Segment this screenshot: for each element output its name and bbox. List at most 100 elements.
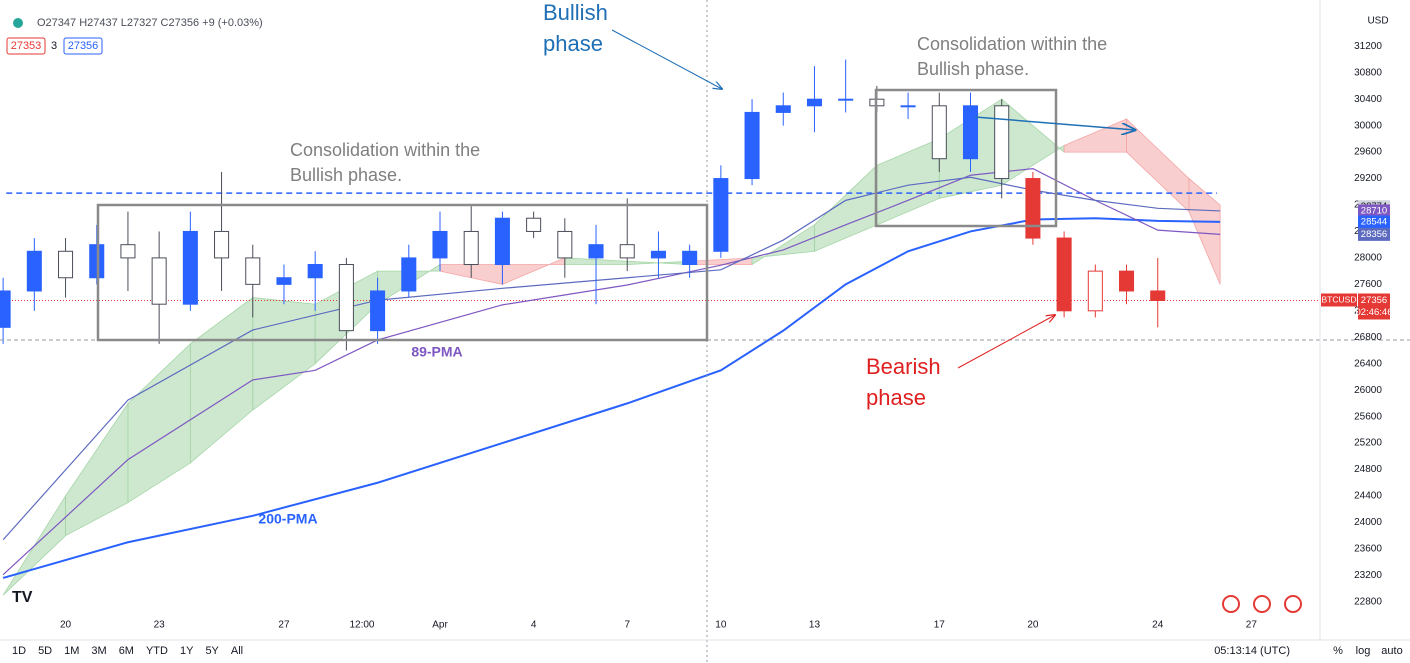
x-tick-label: 4 (531, 620, 537, 631)
cloud (127, 342, 191, 504)
bid[interactable]: 27353 (11, 40, 42, 52)
ask[interactable]: 27356 (68, 40, 99, 52)
candle-body (120, 244, 136, 259)
y-tick-label: 23600 (1354, 544, 1382, 555)
candle-body (619, 244, 635, 259)
log[interactable]: log (1356, 645, 1371, 657)
consolidation-box (874, 88, 1058, 228)
price-tag-label: 28710 (1361, 205, 1387, 216)
x-tick-label: 24 (1152, 620, 1164, 631)
candle-body (1150, 290, 1166, 301)
y-tick-label: 28000 (1354, 253, 1382, 264)
cloud (1063, 118, 1127, 153)
candle-body (1087, 270, 1103, 312)
candle-body (370, 290, 386, 332)
y-tick-label: 26400 (1354, 358, 1382, 369)
x-tick-label: 23 (154, 620, 166, 631)
ask-box[interactable] (63, 37, 103, 55)
y-tick-label: 24400 (1354, 491, 1382, 502)
y-tick-label: 25200 (1354, 438, 1382, 449)
ma-label: 89-PMA (411, 344, 462, 360)
x-tick-label: 27 (278, 620, 290, 631)
range-button[interactable]: 1Y (180, 645, 194, 657)
candle-body (806, 98, 822, 107)
candle-body (713, 178, 729, 252)
candle-body (650, 250, 666, 259)
y-tick-label: 25600 (1354, 411, 1382, 422)
ma-label: 200-PMA (258, 511, 317, 527)
price-tag (1358, 215, 1390, 229)
candle-body (401, 257, 417, 292)
candle-body (58, 250, 74, 279)
candle-body (682, 250, 698, 266)
price-tag (1358, 204, 1390, 218)
x-tick-label: 20 (60, 620, 72, 631)
flags (1222, 595, 1302, 613)
range-button[interactable]: 5Y (205, 645, 219, 657)
symbol-tag (1321, 293, 1357, 307)
ma-line (2, 217, 1221, 579)
range-button[interactable]: 5D (38, 645, 52, 657)
y-tick-label: 29200 (1354, 173, 1382, 184)
logo: TV (12, 589, 33, 606)
x-tick-label: 27 (1246, 620, 1258, 631)
y-tick-label: 29600 (1354, 147, 1382, 158)
ma-line (2, 168, 1221, 576)
consolidation-box (96, 203, 709, 342)
arrow (957, 315, 1055, 369)
cloud (751, 224, 815, 266)
auto[interactable]: auto (1381, 645, 1402, 657)
candle-body (182, 230, 198, 305)
candle-body (1025, 178, 1041, 239)
cloud (1126, 118, 1190, 213)
range-button[interactable]: 6M (119, 645, 134, 657)
candle-body (962, 105, 979, 160)
y-tick-label: 22800 (1354, 596, 1382, 607)
x-tick-label: Apr (432, 620, 448, 631)
percent[interactable]: % (1333, 645, 1343, 657)
y-tick-label: 23200 (1354, 570, 1382, 581)
ma-line (2, 176, 1221, 541)
candle-body (557, 230, 573, 259)
bid-box[interactable] (6, 37, 46, 55)
x-tick-label: 17 (934, 620, 946, 631)
cloud (252, 297, 316, 411)
annotation: Bearish phase (866, 354, 941, 410)
range-button[interactable]: 1D (12, 645, 26, 657)
price-tag (1358, 227, 1390, 241)
candle-body (0, 290, 11, 328)
currency[interactable]: USD (1367, 16, 1388, 27)
spread: 3 (51, 40, 57, 52)
candle-body (744, 111, 760, 180)
candle-body (994, 105, 1010, 180)
last-price-tag (1358, 293, 1390, 320)
candle-body (307, 264, 323, 279)
arrow (611, 29, 722, 89)
y-tick-label: 24000 (1354, 517, 1382, 528)
y-tick-label: 30000 (1354, 120, 1382, 131)
range-button[interactable]: YTD (146, 645, 168, 657)
candle-body (276, 277, 292, 285)
x-tick-label: 7 (624, 620, 630, 631)
symbol: BTCUSD (1322, 295, 1357, 305)
cloud (189, 296, 254, 464)
range-button[interactable]: 3M (91, 645, 106, 657)
candle-body (151, 257, 167, 305)
range-button[interactable]: All (231, 645, 243, 657)
candle-body (89, 244, 105, 279)
cloud (1188, 177, 1221, 285)
annotation: Consolidation within the Bullish phase. (917, 34, 1107, 79)
y-tick-label: 24800 (1354, 464, 1382, 475)
status-dot (13, 18, 23, 28)
candle-body (494, 217, 510, 266)
cloud (814, 164, 878, 252)
candle-body (900, 105, 916, 108)
candle-body (245, 257, 261, 285)
range-button[interactable]: 1M (64, 645, 79, 657)
annotation: Consolidation within the Bullish phase. (290, 140, 480, 185)
x-tick-label: 10 (715, 620, 727, 631)
last-price: 27356 (1361, 295, 1387, 306)
clock: 05:13:14 (UTC) (1214, 645, 1290, 657)
candle-body (838, 98, 854, 101)
candle-body (588, 244, 604, 259)
